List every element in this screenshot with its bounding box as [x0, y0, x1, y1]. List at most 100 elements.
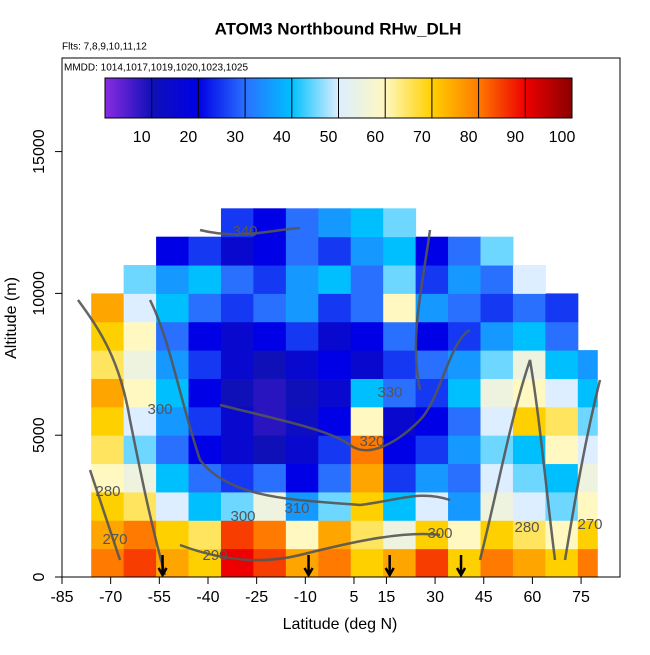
heat-cell	[188, 236, 222, 266]
heat-cell	[220, 208, 254, 238]
heat-cell	[415, 548, 449, 578]
heat-cell	[285, 435, 319, 465]
heat-cell	[415, 463, 449, 493]
heat-cell	[383, 463, 417, 493]
heat-cell	[577, 548, 598, 578]
heat-cell	[448, 435, 481, 465]
heat-cell	[188, 293, 222, 323]
x-tick-label: -85	[50, 589, 73, 606]
x-axis-label: Latitude (deg N)	[283, 616, 398, 633]
colorbar-tick-label: 10	[133, 129, 151, 146]
heat-cell	[350, 293, 384, 323]
heat-cell	[220, 520, 254, 550]
contour-label: 320	[359, 433, 384, 450]
heat-cell	[253, 265, 287, 294]
heat-cell	[188, 265, 222, 294]
x-tick-label: -40	[196, 589, 219, 606]
heat-cell	[448, 350, 481, 379]
heat-cell	[188, 491, 222, 521]
heat-cell	[156, 520, 190, 550]
contour	[414, 229, 432, 391]
heat-cell	[318, 265, 352, 294]
heat-cell	[188, 321, 222, 351]
heat-cell	[285, 350, 319, 379]
heat-cell	[123, 435, 157, 465]
heat-cell	[545, 463, 579, 493]
x-tick-label: -70	[99, 589, 122, 606]
heat-cell	[415, 321, 449, 351]
colorbar-tick-label: 80	[460, 129, 478, 146]
heat-cell	[220, 293, 254, 323]
heat-cell	[318, 435, 352, 465]
heat-cell	[350, 350, 384, 379]
heat-cell	[415, 435, 449, 465]
heat-cell	[480, 293, 514, 323]
heat-cell	[188, 463, 222, 493]
heat-cell	[318, 406, 352, 436]
heat-cell	[156, 265, 190, 294]
heat-cell	[480, 378, 514, 408]
flight-arrow	[384, 555, 395, 578]
heat-cell	[350, 406, 384, 436]
heat-cell	[253, 293, 287, 323]
heat-cell	[415, 406, 449, 436]
heat-cell	[318, 548, 352, 578]
heat-cell	[91, 293, 125, 323]
heat-cell	[123, 293, 157, 323]
x-tick-label: 5	[350, 589, 359, 606]
heat-cell	[448, 293, 481, 323]
heat-cell	[123, 520, 157, 550]
contour	[88, 469, 122, 561]
heat-cell	[448, 491, 481, 521]
heat-cell	[512, 463, 546, 493]
heat-cell	[512, 293, 546, 323]
x-tick-label: 30	[426, 589, 444, 606]
colorbar-tick-label: 100	[549, 129, 576, 146]
heat-cell	[188, 378, 222, 408]
heat-cell	[448, 378, 481, 408]
heat-cell	[350, 236, 384, 266]
overlay: 340 330 320 310 300 300 300 290 280 270 280 270	[95, 223, 603, 578]
heat-cell	[350, 491, 384, 521]
heat-cell	[577, 520, 598, 550]
heat-cell	[91, 406, 125, 436]
colorbar-tick-label: 40	[273, 129, 291, 146]
heat-cell	[480, 548, 514, 578]
heat-cell	[350, 378, 384, 408]
heat-cell	[253, 435, 287, 465]
x-tick-label: -55	[148, 589, 171, 606]
heat-cell	[285, 208, 319, 238]
heat-cell	[253, 463, 287, 493]
heat-cell	[448, 236, 481, 266]
heat-cell	[480, 406, 514, 436]
heat-cell	[577, 463, 598, 493]
x-tick-label: 75	[572, 589, 590, 606]
contour	[199, 226, 301, 236]
heat-cell	[383, 293, 417, 323]
heat-cell	[91, 491, 125, 521]
heat-cell	[285, 236, 319, 266]
heat-cell	[448, 406, 481, 436]
contour-label: 300	[230, 508, 255, 525]
contour-label: 300	[427, 525, 452, 542]
heat-cell	[123, 350, 157, 379]
heat-cell	[285, 321, 319, 351]
heat-cell	[285, 378, 319, 408]
heat-cell	[156, 236, 190, 266]
heat-cell	[220, 321, 254, 351]
contour-label: 330	[377, 384, 402, 401]
heat-cell	[545, 350, 579, 379]
heat-cell	[480, 321, 514, 351]
heat-cell	[577, 350, 598, 379]
contours	[76, 226, 602, 576]
heat-cell	[220, 350, 254, 379]
heat-cell	[156, 293, 190, 323]
contour-label: 270	[102, 531, 127, 548]
heat-cell	[220, 435, 254, 465]
heat-cell	[480, 265, 514, 294]
contour-label: 300	[147, 401, 172, 418]
heat-cell	[350, 321, 384, 351]
colorbar-tick-label: 20	[180, 129, 198, 146]
subtitle: Flts: 7,8,9,10,11,12	[62, 42, 147, 53]
heat-cell	[480, 236, 514, 266]
